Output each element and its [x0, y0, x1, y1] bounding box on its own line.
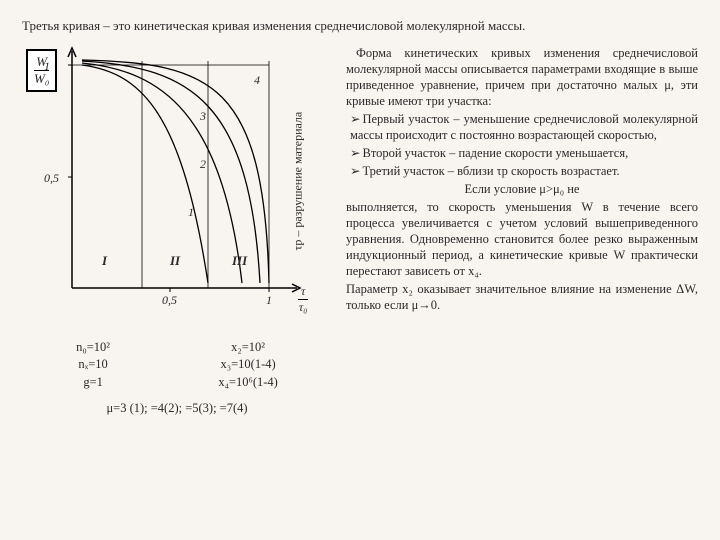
- param-row: n₀=10² nₓ=10 g=1 x₂=10² x₃=10(1-4) x₄=10…: [22, 339, 332, 392]
- condition-line: Если условие μ>μ₀ не: [346, 181, 698, 197]
- para-3: Параметр x₂ оказывает значительное влиян…: [346, 281, 698, 313]
- intro-para: Форма кинетических кривых изменения сред…: [346, 45, 698, 109]
- curve-label-1: 1: [188, 205, 194, 220]
- chart-svg: [22, 43, 332, 323]
- params-left: n₀=10² nₓ=10 g=1: [76, 339, 110, 392]
- bullet-3: ➢Третий участок – вблизи τp скорость воз…: [350, 163, 698, 179]
- chart: W W₀ 1 0,5: [22, 43, 332, 333]
- bullet-2: ➢Второй участок – падение скорости умень…: [350, 145, 698, 161]
- x-axis-frac: τ τ₀: [298, 284, 308, 315]
- x-tick-05: 0,5: [162, 293, 177, 308]
- side-rotation-label: τp – разрушение материала: [291, 110, 306, 250]
- right-column: Форма кинетических кривых изменения сред…: [346, 41, 698, 417]
- region-3: III: [232, 253, 247, 269]
- page-title: Третья кривая – это кинетическая кривая …: [22, 18, 698, 35]
- curve-label-4: 4: [254, 73, 260, 88]
- left-column: W W₀ 1 0,5: [22, 41, 332, 417]
- params-right: x₂=10² x₃=10(1-4) x₄=10⁶(1-4): [218, 339, 278, 392]
- region-1: I: [102, 253, 107, 269]
- curve-label-3: 3: [200, 109, 206, 124]
- mu-values: μ=3 (1); =4(2); =5(3); =7(4): [22, 401, 332, 416]
- curve-label-2: 2: [200, 157, 206, 172]
- para-2: выполняется, то скорость уменьшения W в …: [346, 199, 698, 279]
- bullet-1: ➢Первый участок – уменьшение среднечисло…: [350, 111, 698, 143]
- region-2: II: [170, 253, 180, 269]
- x-tick-1: 1: [266, 293, 272, 308]
